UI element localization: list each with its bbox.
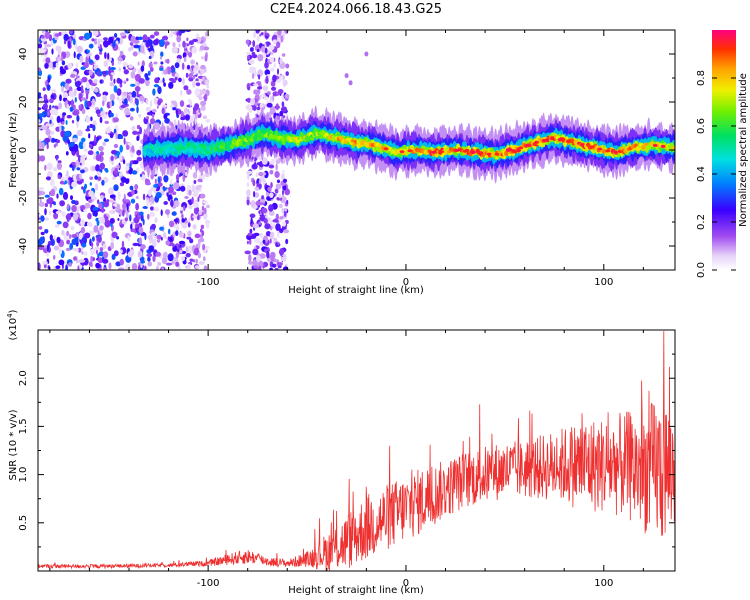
- colorbar-label: Normalized spectral amplitude: [738, 73, 749, 227]
- snr-y-tick-label: 1.0: [18, 467, 29, 483]
- colorbar-tick-label: 0.6: [696, 118, 707, 134]
- snr-y-tick-label: 1.5: [18, 418, 29, 434]
- page-title: C2E4.2024.066.18.43.G25: [269, 2, 443, 17]
- snr-series-line: [38, 330, 675, 571]
- colorbar-tick-label: 0.4: [696, 166, 707, 182]
- spectrogram-y-tick-label: -20: [18, 190, 29, 206]
- snr-y-tick-label: 2.0: [18, 370, 29, 386]
- spectrogram-y-tick-label: 0: [18, 147, 29, 153]
- snr-y-axis-title: SNR (10 * v/v): [8, 409, 19, 480]
- snr-x-tick-label: 100: [594, 578, 613, 589]
- snr-panel: -100 0 100 0.5 1.0 1.5 2.0 Height of straight …: [6, 309, 676, 596]
- spectrogram-y-tick-label: 40: [18, 48, 29, 61]
- spectrogram-y-tick-label: -40: [18, 238, 29, 254]
- spectrogram-y-tick-label: 20: [18, 96, 29, 109]
- snr-y-tick-label: 0.5: [18, 515, 29, 531]
- spectrogram-x-axis-title: Height of straight line (km): [288, 285, 424, 296]
- spectrogram-panel: -100 0 100 -40 -20 0 20 40 Height of straight l…: [8, 29, 676, 296]
- snr-x-tick-label: 0: [403, 578, 409, 589]
- colorbar-tick-label: 0.2: [696, 214, 707, 230]
- spectrogram-x-tick-label: 100: [594, 277, 613, 288]
- spectrogram-x-tick-label: -100: [197, 277, 220, 288]
- snr-y-multiplier: (x104): [6, 309, 19, 340]
- colorbar: 0.0 0.2 0.4 0.6 0.8 Normalized spectral ampl…: [696, 30, 749, 278]
- spectrogram-x-tick-label: 0: [403, 277, 409, 288]
- snr-x-tick-label: -100: [197, 578, 220, 589]
- spectrogram-heatmap: [38, 30, 675, 270]
- snr-x-axis-title: Height of straight line (km): [288, 585, 424, 596]
- colorbar-tick-label: 0.8: [696, 70, 707, 86]
- spectrogram-y-axis-title: Frequency (Hz): [8, 112, 19, 188]
- colorbar-tick-label: 0.0: [696, 262, 707, 278]
- colorbar-gradient: [712, 30, 736, 270]
